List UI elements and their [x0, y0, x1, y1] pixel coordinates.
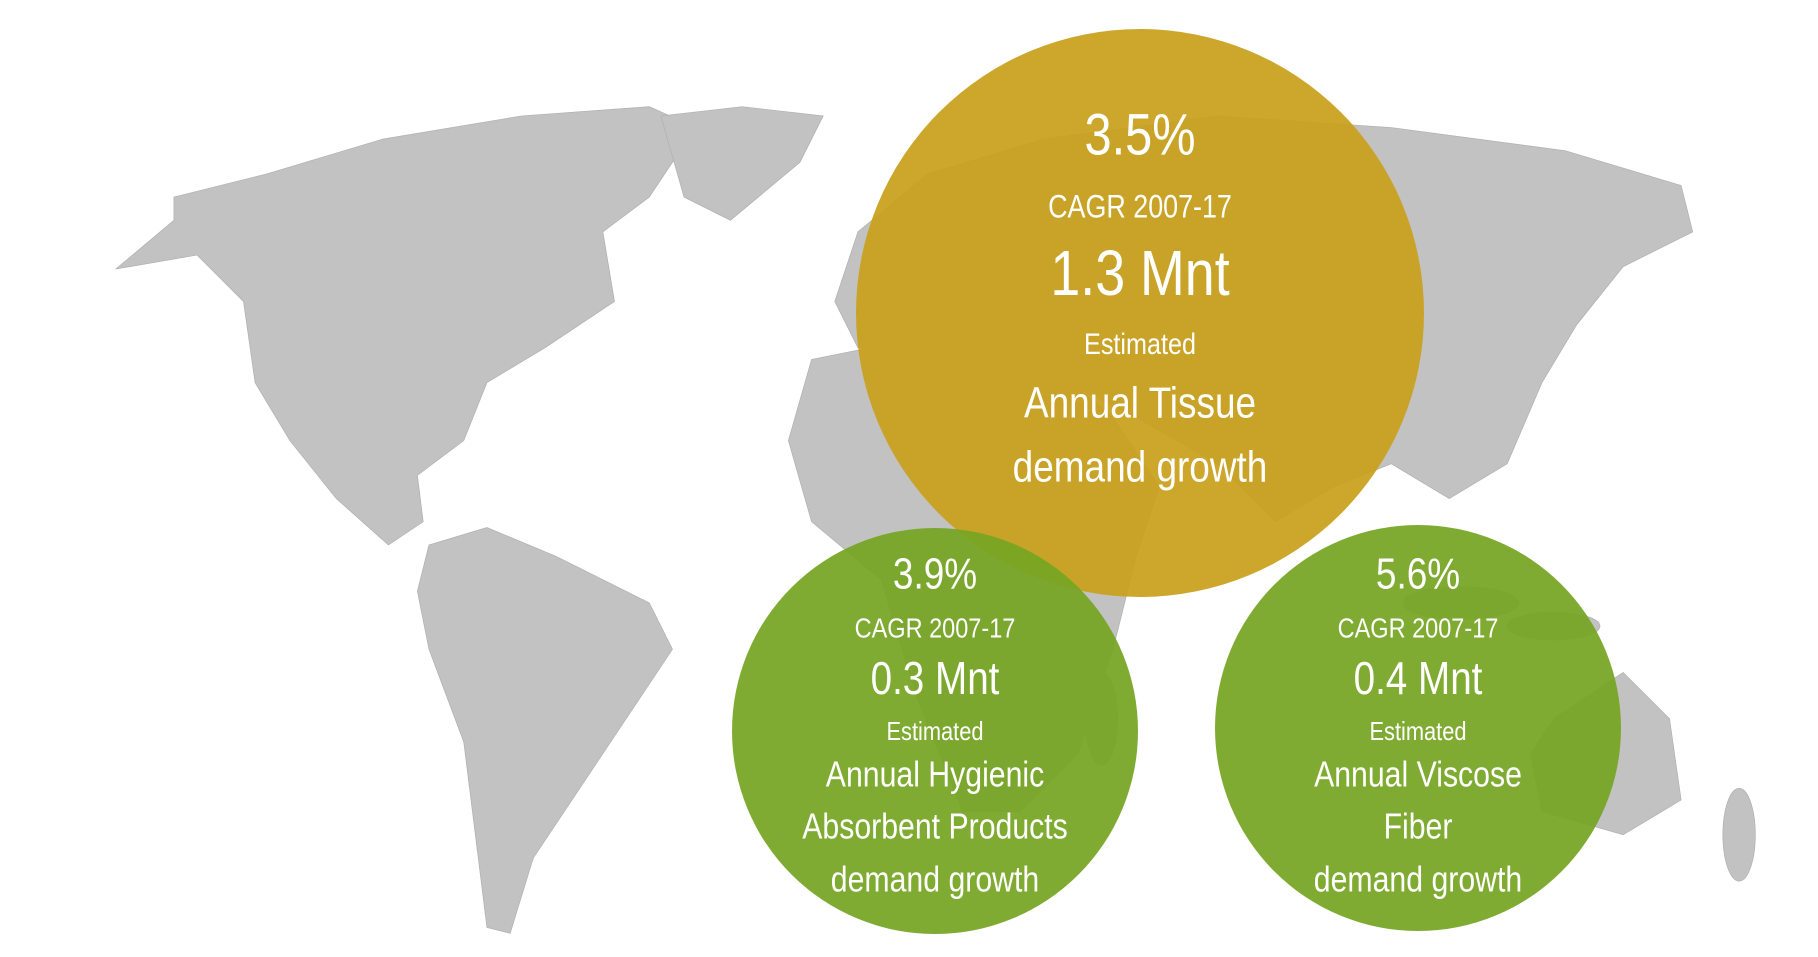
cagr-label: CAGR 2007-17 [1338, 614, 1499, 644]
amount: 1.3 Mnt [1050, 236, 1229, 309]
bubble-text: 3.9% CAGR 2007-17 0.3 Mnt Estimated Annual H… [802, 549, 1068, 901]
south-america [417, 527, 673, 934]
description-line: Fiber [1384, 807, 1453, 847]
cagr-label: CAGR 2007-17 [1048, 189, 1232, 225]
percent: 3.5% [1084, 103, 1195, 167]
estimated-label: Estimated [886, 717, 983, 746]
percent: 3.9% [893, 549, 977, 599]
island [1722, 788, 1756, 882]
estimated-label: Estimated [1369, 717, 1466, 746]
percent: 5.6% [1376, 549, 1460, 599]
description-line: Annual Tissue [1024, 378, 1256, 428]
cagr-label: CAGR 2007-17 [855, 614, 1016, 644]
bubble-text: 3.5% CAGR 2007-17 1.3 Mnt Estimated Annual T… [1013, 103, 1268, 491]
description-line: Absorbent Products [802, 807, 1068, 847]
description-line: Annual Hygienic [826, 755, 1044, 795]
description-line: demand growth [1314, 860, 1522, 900]
description-line: demand growth [831, 860, 1039, 900]
bubble [732, 528, 1138, 934]
estimated-label: Estimated [1084, 327, 1196, 361]
description-line: demand growth [1013, 442, 1268, 492]
amount: 0.3 Mnt [871, 653, 1000, 704]
amount: 0.4 Mnt [1354, 653, 1483, 704]
bubble-text: 5.6% CAGR 2007-17 0.4 Mnt Estimated Annual V… [1314, 549, 1522, 901]
description-line: Annual Viscose [1314, 755, 1522, 795]
bubble [856, 29, 1424, 597]
greenland [660, 106, 824, 221]
north-america [114, 106, 697, 546]
bubble [1215, 525, 1621, 931]
